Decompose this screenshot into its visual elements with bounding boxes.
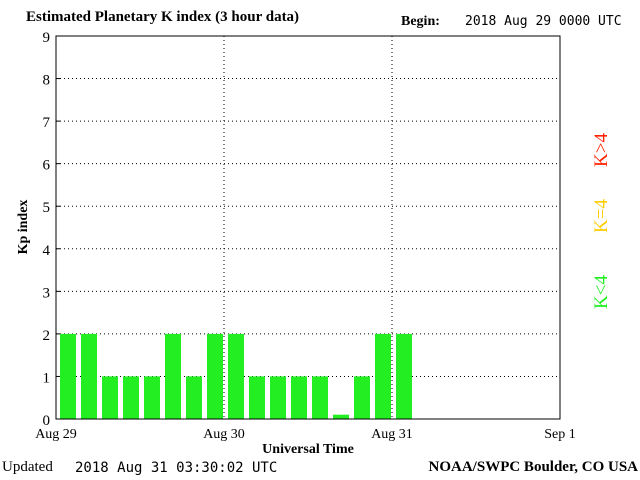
kp-bar — [249, 376, 265, 419]
y-tick-label: 2 — [43, 328, 51, 344]
y-tick-label: 5 — [43, 200, 51, 216]
chart-title: Estimated Planetary K index (3 hour data… — [26, 9, 300, 25]
y-axis-label: Kp index — [16, 200, 31, 255]
kp-bar — [291, 376, 307, 419]
x-tick-label: Aug 30 — [203, 427, 245, 442]
bars — [60, 333, 412, 419]
x-tick-label: Aug 31 — [371, 427, 413, 442]
legend-k-equal-4: K=4 — [591, 199, 612, 233]
x-tick-label: Sep 1 — [544, 427, 576, 442]
updated-label: Updated — [2, 459, 53, 475]
y-tick-labels: 0 1 2 3 4 5 6 7 8 9 — [43, 30, 60, 429]
y-tick-label: 9 — [43, 30, 51, 46]
kp-bar — [228, 333, 244, 419]
kp-bar — [186, 376, 202, 419]
x-axis-label: Universal Time — [262, 442, 354, 457]
kp-bar — [102, 376, 118, 419]
kp-bar — [144, 376, 160, 419]
kp-bar — [123, 376, 139, 419]
begin-value: 2018 Aug 29 0000 UTC — [465, 14, 622, 29]
y-tick-label: 8 — [43, 73, 51, 89]
kp-bar — [396, 333, 412, 419]
updated-value: 2018 Aug 31 03:30:02 UTC — [75, 460, 278, 476]
kp-bar — [333, 414, 349, 419]
y-tick-label: 7 — [43, 115, 51, 131]
begin-label: Begin: — [401, 14, 440, 29]
legend-k-greater-4: K>4 — [591, 133, 612, 167]
y-tick-label: 1 — [43, 370, 51, 386]
legend-k-less-4: K<4 — [591, 275, 612, 309]
kp-bar — [81, 333, 97, 419]
y-tick-label: 4 — [43, 243, 51, 259]
x-tick-labels: Aug 29 Aug 30 Aug 31 Sep 1 — [35, 427, 576, 442]
plot-frame — [55, 35, 561, 420]
x-tick-label: Aug 29 — [35, 427, 77, 442]
y-tick-label: 3 — [43, 285, 51, 301]
y-tick-label: 0 — [43, 413, 51, 429]
source-credit: NOAA/SWPC Boulder, CO USA — [428, 459, 638, 475]
kp-bar — [165, 333, 181, 419]
y-tick-label: 6 — [43, 158, 51, 174]
grid-lines — [56, 36, 560, 419]
kp-bar — [270, 376, 286, 419]
kp-bar — [60, 333, 76, 419]
kp-bar — [375, 333, 391, 419]
kp-bar — [354, 376, 370, 419]
kp-bar — [312, 376, 328, 419]
kp-bar — [207, 333, 223, 419]
